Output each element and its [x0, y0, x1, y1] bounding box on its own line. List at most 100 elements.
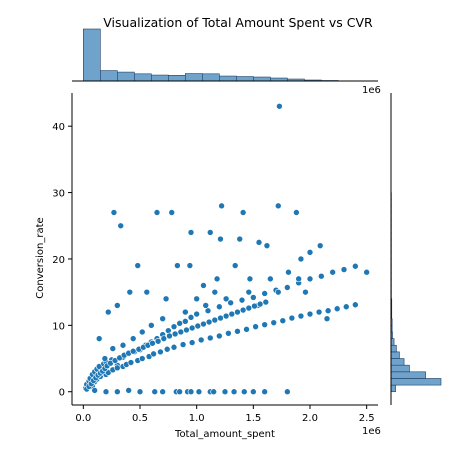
scatter-point [205, 318, 213, 326]
scatter-point [306, 249, 314, 256]
scatter-point [222, 312, 230, 320]
scatter-point [117, 222, 125, 230]
scatter-point [176, 388, 183, 396]
marginal-y-bar [390, 378, 442, 386]
scatter-point [270, 319, 278, 326]
scatter-point [216, 303, 223, 311]
marginal-x-bar [202, 73, 220, 82]
marginal-y-bar [390, 371, 426, 379]
scatter-point [177, 328, 185, 336]
y-tick-label: 30 [52, 189, 65, 200]
scatter-point [239, 306, 247, 314]
scatter-point [129, 347, 137, 355]
scatter-point [252, 323, 259, 330]
scatter-point [159, 315, 166, 323]
scatter-point [217, 314, 224, 322]
scatter-point [352, 262, 359, 270]
scatter-point [221, 388, 229, 396]
scatter-point [274, 288, 282, 296]
scatter-point [211, 288, 219, 296]
scatter-point [101, 355, 109, 362]
marginal-x-bar [83, 28, 101, 82]
scatter-point [153, 209, 161, 216]
scatter-point [262, 298, 270, 306]
x-tick-label: 0.5 [132, 413, 148, 424]
marginal-x-bar [117, 71, 135, 82]
scatter-points [82, 102, 370, 396]
marginal-x-bar [168, 75, 186, 82]
scatter-point [231, 262, 239, 269]
scatter-point [324, 307, 332, 315]
marginal-x-bar [253, 76, 271, 82]
scatter-point [160, 335, 168, 342]
scatter-point [136, 388, 144, 396]
marginal-x-scale-label: 1e6 [362, 85, 381, 96]
scatter-point [210, 388, 217, 396]
scatter-point [279, 317, 287, 324]
scatter-point [138, 355, 146, 362]
scatter-point [245, 288, 253, 296]
scatter-point [157, 348, 164, 356]
scatter-point [246, 275, 254, 283]
scatter-point [186, 262, 194, 269]
scatter-point [239, 209, 247, 216]
y-tick-label: 10 [52, 321, 65, 332]
scatter-point [288, 314, 296, 322]
scatter-point [276, 102, 283, 110]
scatter-point [114, 388, 121, 396]
scatter-point [250, 388, 257, 396]
x-tick-label: 1.5 [245, 413, 261, 424]
scatter-point [261, 321, 268, 328]
scatter-point [234, 328, 241, 335]
scatter-point [183, 326, 190, 334]
scatter-point [159, 388, 166, 396]
scatter-point [176, 320, 183, 327]
scatter-point [197, 336, 205, 344]
scatter-point [104, 308, 112, 316]
scatter-point [340, 266, 348, 273]
scatter-point [323, 315, 331, 323]
scatter-point [166, 332, 173, 340]
marginal-x-histogram [72, 28, 378, 82]
scatter-point [211, 316, 219, 324]
x-tick-label: 2.0 [302, 413, 318, 424]
scatter-point [206, 334, 214, 342]
scatter-point [127, 359, 135, 366]
marginal-x-bar [151, 74, 169, 82]
scatter-point [187, 229, 195, 236]
marginal-x-bar [236, 76, 254, 82]
scatter-point [318, 272, 325, 280]
scatter-point [119, 341, 127, 349]
scatter-point [225, 330, 232, 337]
marginal-y-bar [390, 358, 405, 366]
scatter-point [261, 290, 268, 297]
scatter-point [110, 209, 118, 216]
scatter-point [171, 330, 179, 338]
scatter-point [163, 345, 171, 353]
marginal-y-histogram [390, 93, 442, 405]
scatter-point [188, 339, 196, 346]
scatter-point [174, 262, 181, 269]
scatter-point [187, 314, 195, 321]
scatter-point [134, 262, 142, 269]
scatter-point [274, 202, 282, 210]
scatter-point [193, 310, 200, 318]
scatter-point [148, 322, 155, 329]
scatter-point [240, 388, 248, 396]
scatter-point [238, 296, 246, 304]
scatter-point [285, 268, 292, 276]
scatter-point [206, 229, 214, 236]
scatter-point [168, 209, 176, 216]
scatter-point [329, 268, 336, 276]
scatter-point [165, 327, 172, 334]
scatter-point [170, 323, 178, 330]
scatter-point [236, 235, 244, 243]
scatter-point [114, 302, 121, 309]
scatter-point [250, 294, 257, 301]
scatter-point [222, 295, 230, 303]
scatter-point [129, 335, 137, 342]
x-tick-label: 1.0 [189, 413, 205, 424]
marginal-x-bar [134, 73, 152, 82]
scatter-point [200, 282, 207, 289]
scatter-point [295, 275, 302, 283]
